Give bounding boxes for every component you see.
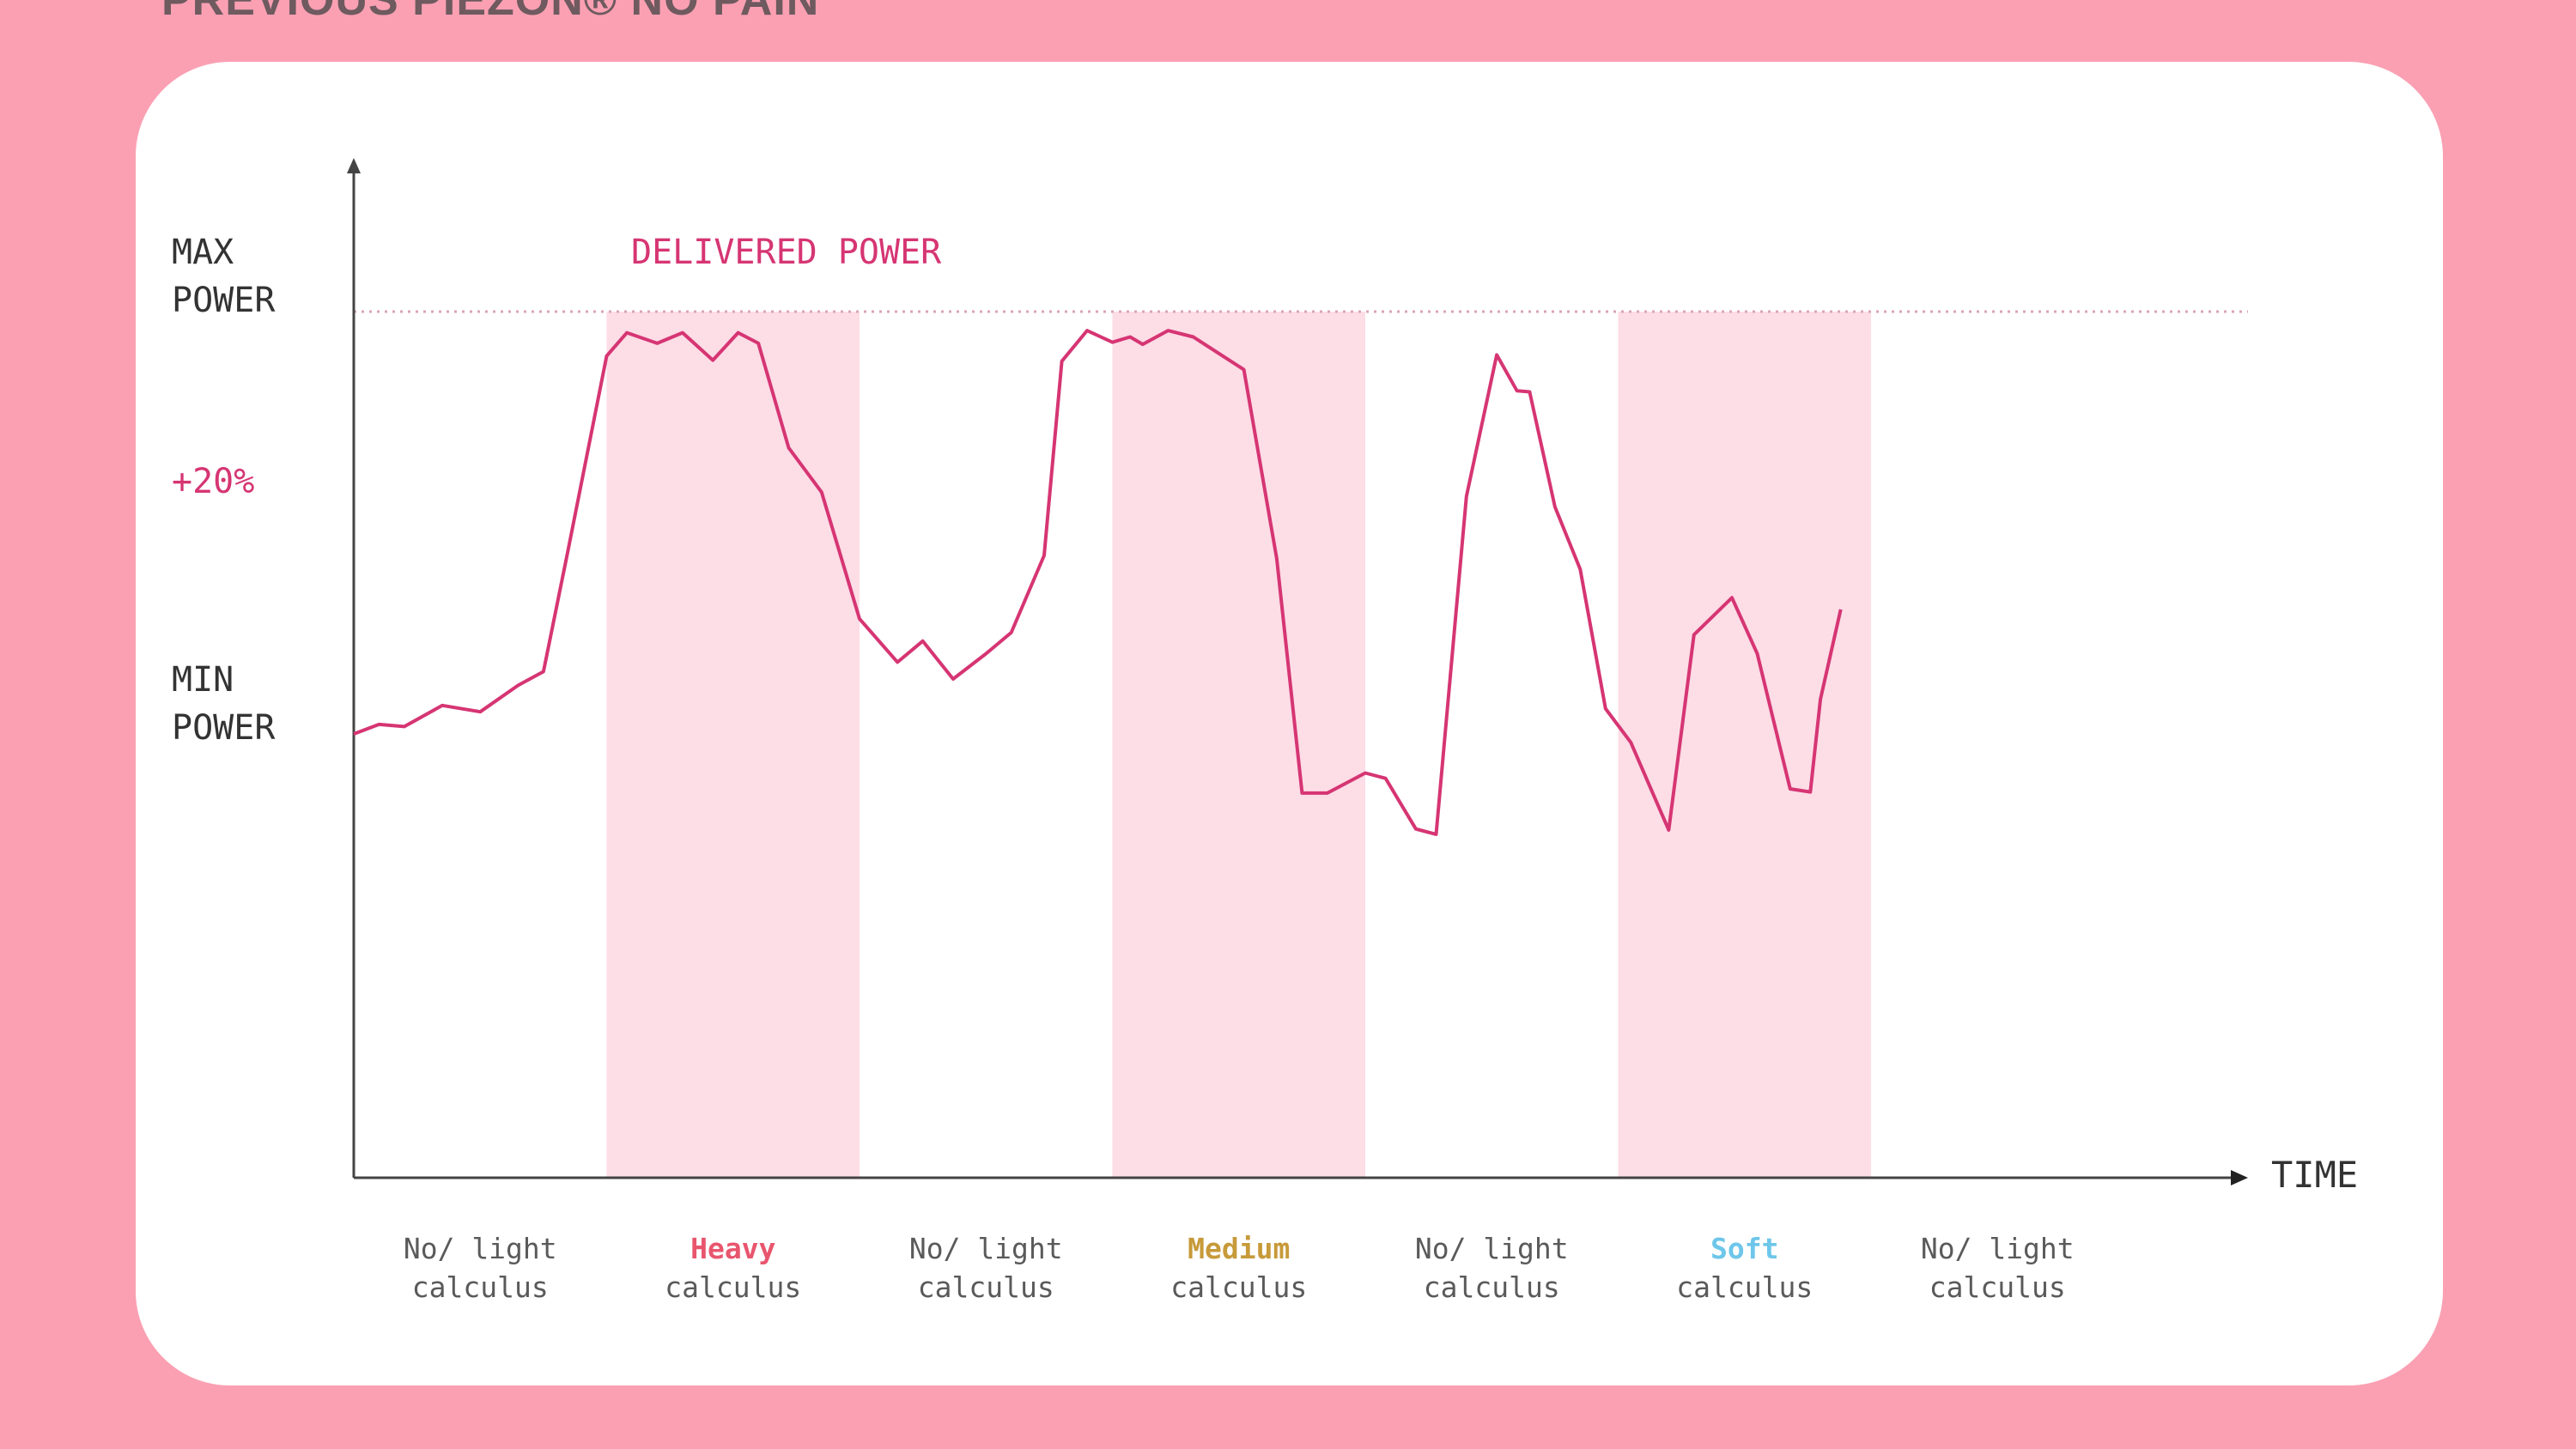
category-label-line1: Medium <box>1188 1232 1290 1265</box>
max-power-label: MAX POWER <box>172 233 276 320</box>
delivered-power-line <box>353 329 1843 836</box>
category-label-line2: calculus <box>1676 1270 1813 1304</box>
chart-card: MAX POWER MIN POWER +20% DELIVERED POWER TIM… <box>136 62 2443 1385</box>
category-label-line2: calculus <box>1424 1270 1560 1304</box>
min-power-label: MIN POWER <box>172 660 276 748</box>
category-label-line2: calculus <box>665 1270 801 1304</box>
category-label-line2: calculus <box>1170 1270 1307 1304</box>
plus-twenty-percent-label: +20% <box>172 462 254 501</box>
x-category-labels: No/ light calculus Heavy calculus No/ light c… <box>404 1232 2075 1304</box>
x-axis-arrow <box>2231 1170 2248 1185</box>
y-axis-arrow <box>347 158 361 173</box>
calculus-band <box>1618 312 1871 1178</box>
category-label-line2: calculus <box>1929 1270 2066 1304</box>
calculus-band <box>606 312 860 1178</box>
category-label-line1: Soft <box>1710 1232 1778 1265</box>
calculus-band <box>1112 312 1365 1178</box>
power-chart: MAX POWER MIN POWER +20% DELIVERED POWER TIM… <box>172 158 2358 1304</box>
y-axis-labels: MAX POWER MIN POWER +20% <box>172 233 276 748</box>
category-label-line1: No/ light <box>1415 1232 1569 1265</box>
series-label: DELIVERED POWER <box>631 233 942 272</box>
category-label-line2: calculus <box>918 1270 1054 1304</box>
category-label-line1: No/ light <box>909 1232 1063 1265</box>
x-axis-label: TIME <box>2271 1154 2358 1196</box>
category-label-line2: calculus <box>412 1270 549 1304</box>
category-label-line1: Heavy <box>690 1232 775 1265</box>
axes <box>347 158 2248 1185</box>
calculus-bands <box>606 312 1871 1178</box>
category-label-line1: No/ light <box>404 1232 557 1265</box>
page-title: PREVIOUS PIEZON® NO PAIN <box>161 0 820 25</box>
category-label-line1: No/ light <box>1921 1232 2075 1265</box>
